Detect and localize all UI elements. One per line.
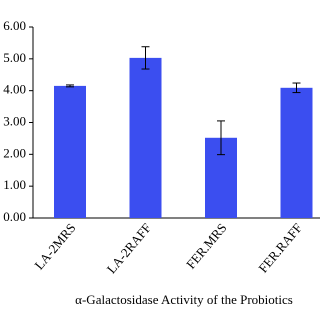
x-tick-label: LA-2RAFF	[104, 220, 154, 276]
y-tick-label: 6.00	[3, 18, 26, 33]
bar	[129, 57, 162, 219]
y-tick-label: 0.00	[3, 209, 26, 224]
y-tick-label: 3.00	[3, 113, 26, 128]
y-tick-label: 4.00	[3, 82, 26, 97]
x-tick-label: FER.MRS	[183, 220, 230, 271]
y-tick-label: 5.00	[3, 50, 26, 65]
bar	[280, 87, 313, 218]
x-tick-label: FER.RAFF	[255, 220, 305, 275]
y-tick-label: 1.00	[3, 177, 26, 192]
y-tick-label: 2.00	[3, 145, 26, 160]
x-axis-title: α-Galactosidase Activity of the Probioti…	[75, 292, 293, 307]
x-tick-label: LA-2MRS	[31, 220, 78, 272]
bar	[54, 85, 86, 219]
